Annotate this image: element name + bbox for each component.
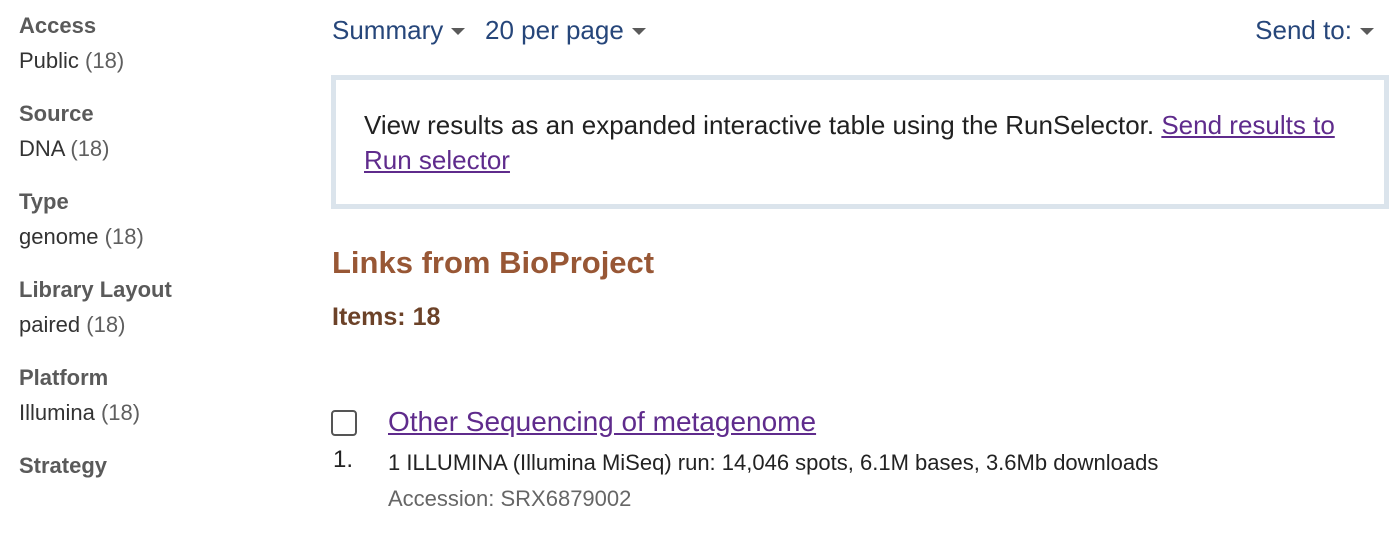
caret-down-icon [631,27,646,35]
caret-down-icon [1360,27,1374,35]
format-dropdown[interactable]: Summary [332,12,466,48]
facet-value-label: DNA [19,136,65,161]
items-count: Items: 18 [332,303,441,331]
facet-title: Source [19,101,94,126]
facet-value-link[interactable]: paired (18) [19,310,299,340]
facet-title: Strategy [19,453,108,478]
facet-value-link[interactable]: genome (18) [19,222,299,252]
page-title: Links from BioProject [332,245,655,280]
per-page-dropdown-label: 20 per page [485,15,624,45]
facet-title: Access [19,13,97,38]
facet-strategy: Strategy [19,452,299,480]
facet-title: Type [19,189,69,214]
facet-library-layout: Library Layout paired (18) [19,276,299,340]
facet-value-link[interactable]: Public (18) [19,46,299,76]
send-to-run-selector-link[interactable]: Send results to Run selector [364,110,1335,175]
facet-sidebar: Access Public (18) Source DNA (18) Type … [19,12,299,504]
facet-value-label: Public [19,48,79,73]
facet-title: Library Layout [19,277,172,302]
result-accession: Accession: SRX6879002 [388,486,632,511]
run-selector-message: View results as an expanded interactive … [331,75,1389,209]
caret-down-icon [451,27,466,35]
results-toolbar: Summary 20 per page Send to: [332,12,1382,48]
facet-value-label: Illumina [19,400,95,425]
send-to-dropdown[interactable]: Send to: [1255,12,1374,48]
facet-platform: Platform Illumina (18) [19,364,299,428]
result-description: 1 ILLUMINA (Illumina MiSeq) run: 14,046 … [388,450,1159,475]
facet-count: (18) [85,48,125,73]
per-page-dropdown[interactable]: 20 per page [485,12,646,48]
result-title-link[interactable]: Other Sequencing of metagenome [388,406,817,437]
facet-count: (18) [104,224,144,249]
facet-value-link[interactable]: DNA (18) [19,134,299,164]
facet-count: (18) [86,312,126,337]
facet-count: (18) [70,136,110,161]
facet-value-label: genome [19,224,99,249]
format-dropdown-label: Summary [332,15,444,45]
result-number: 1. [333,446,354,473]
facet-source: Source DNA (18) [19,100,299,164]
facet-value-link[interactable]: Illumina (18) [19,398,299,428]
result-item: 1. Other Sequencing of metagenome 1 ILLU… [331,405,1381,525]
facet-count: (18) [100,400,141,425]
facet-title: Platform [19,365,109,390]
facet-value-label: paired [19,312,81,337]
run-selector-message-text: View results as an expanded interactive … [364,110,1162,140]
result-checkbox[interactable] [331,410,357,436]
facet-access: Access Public (18) [19,12,299,76]
send-to-dropdown-label: Send to: [1255,15,1352,45]
facet-type: Type genome (18) [19,188,299,252]
